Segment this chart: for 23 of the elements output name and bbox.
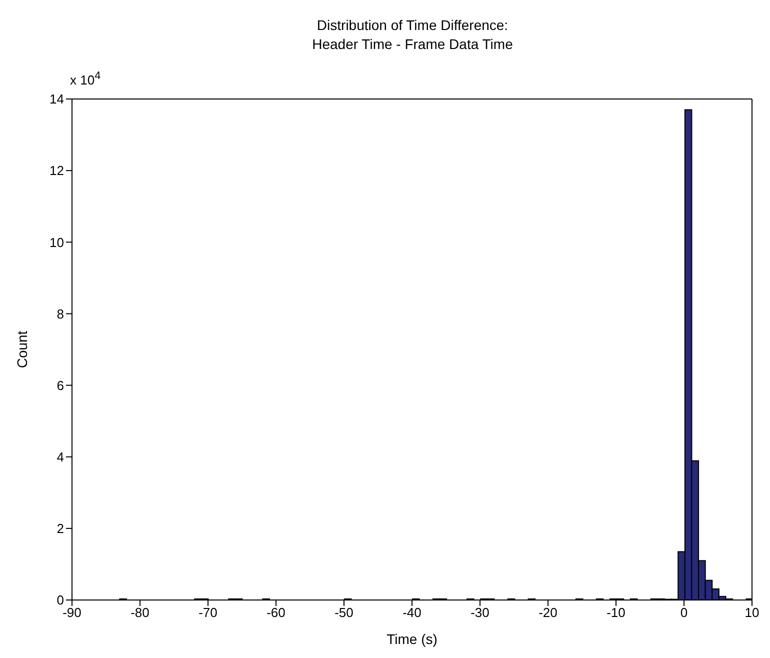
y-tick-label: 12 xyxy=(50,163,64,178)
x-tick-label: -70 xyxy=(198,605,218,620)
y-tick-label: 8 xyxy=(56,306,64,322)
y-axis-title: Count xyxy=(14,330,30,368)
y-tick-label: 0 xyxy=(56,592,64,608)
x-tick-label: 0 xyxy=(680,605,688,620)
y-tick-label: 14 xyxy=(50,92,64,107)
y-tick-label: 2 xyxy=(56,521,64,536)
x-tick-label: -60 xyxy=(266,605,286,620)
x-tick-label: -30 xyxy=(470,605,490,620)
y-tick-label: 6 xyxy=(56,378,64,393)
x-tick-label: -90 xyxy=(62,605,82,620)
x-tick-label: -80 xyxy=(130,605,150,620)
x-tick-label: -40 xyxy=(402,605,422,620)
x-tick-label: -20 xyxy=(538,605,558,620)
x-tick-label: -50 xyxy=(334,605,354,620)
x-tick-label: 10 xyxy=(744,605,760,620)
text: x 10$^{4}$ xyxy=(70,70,101,88)
y-tick-label: 10 xyxy=(50,234,64,250)
chart-title: Distribution of Time Difference: Header Time - Frame Data Time xyxy=(311,16,514,54)
x-axis-title: Time (s) xyxy=(386,631,438,647)
y-tick-label: 4 xyxy=(56,449,64,464)
x-tick-label: -10 xyxy=(606,605,626,620)
